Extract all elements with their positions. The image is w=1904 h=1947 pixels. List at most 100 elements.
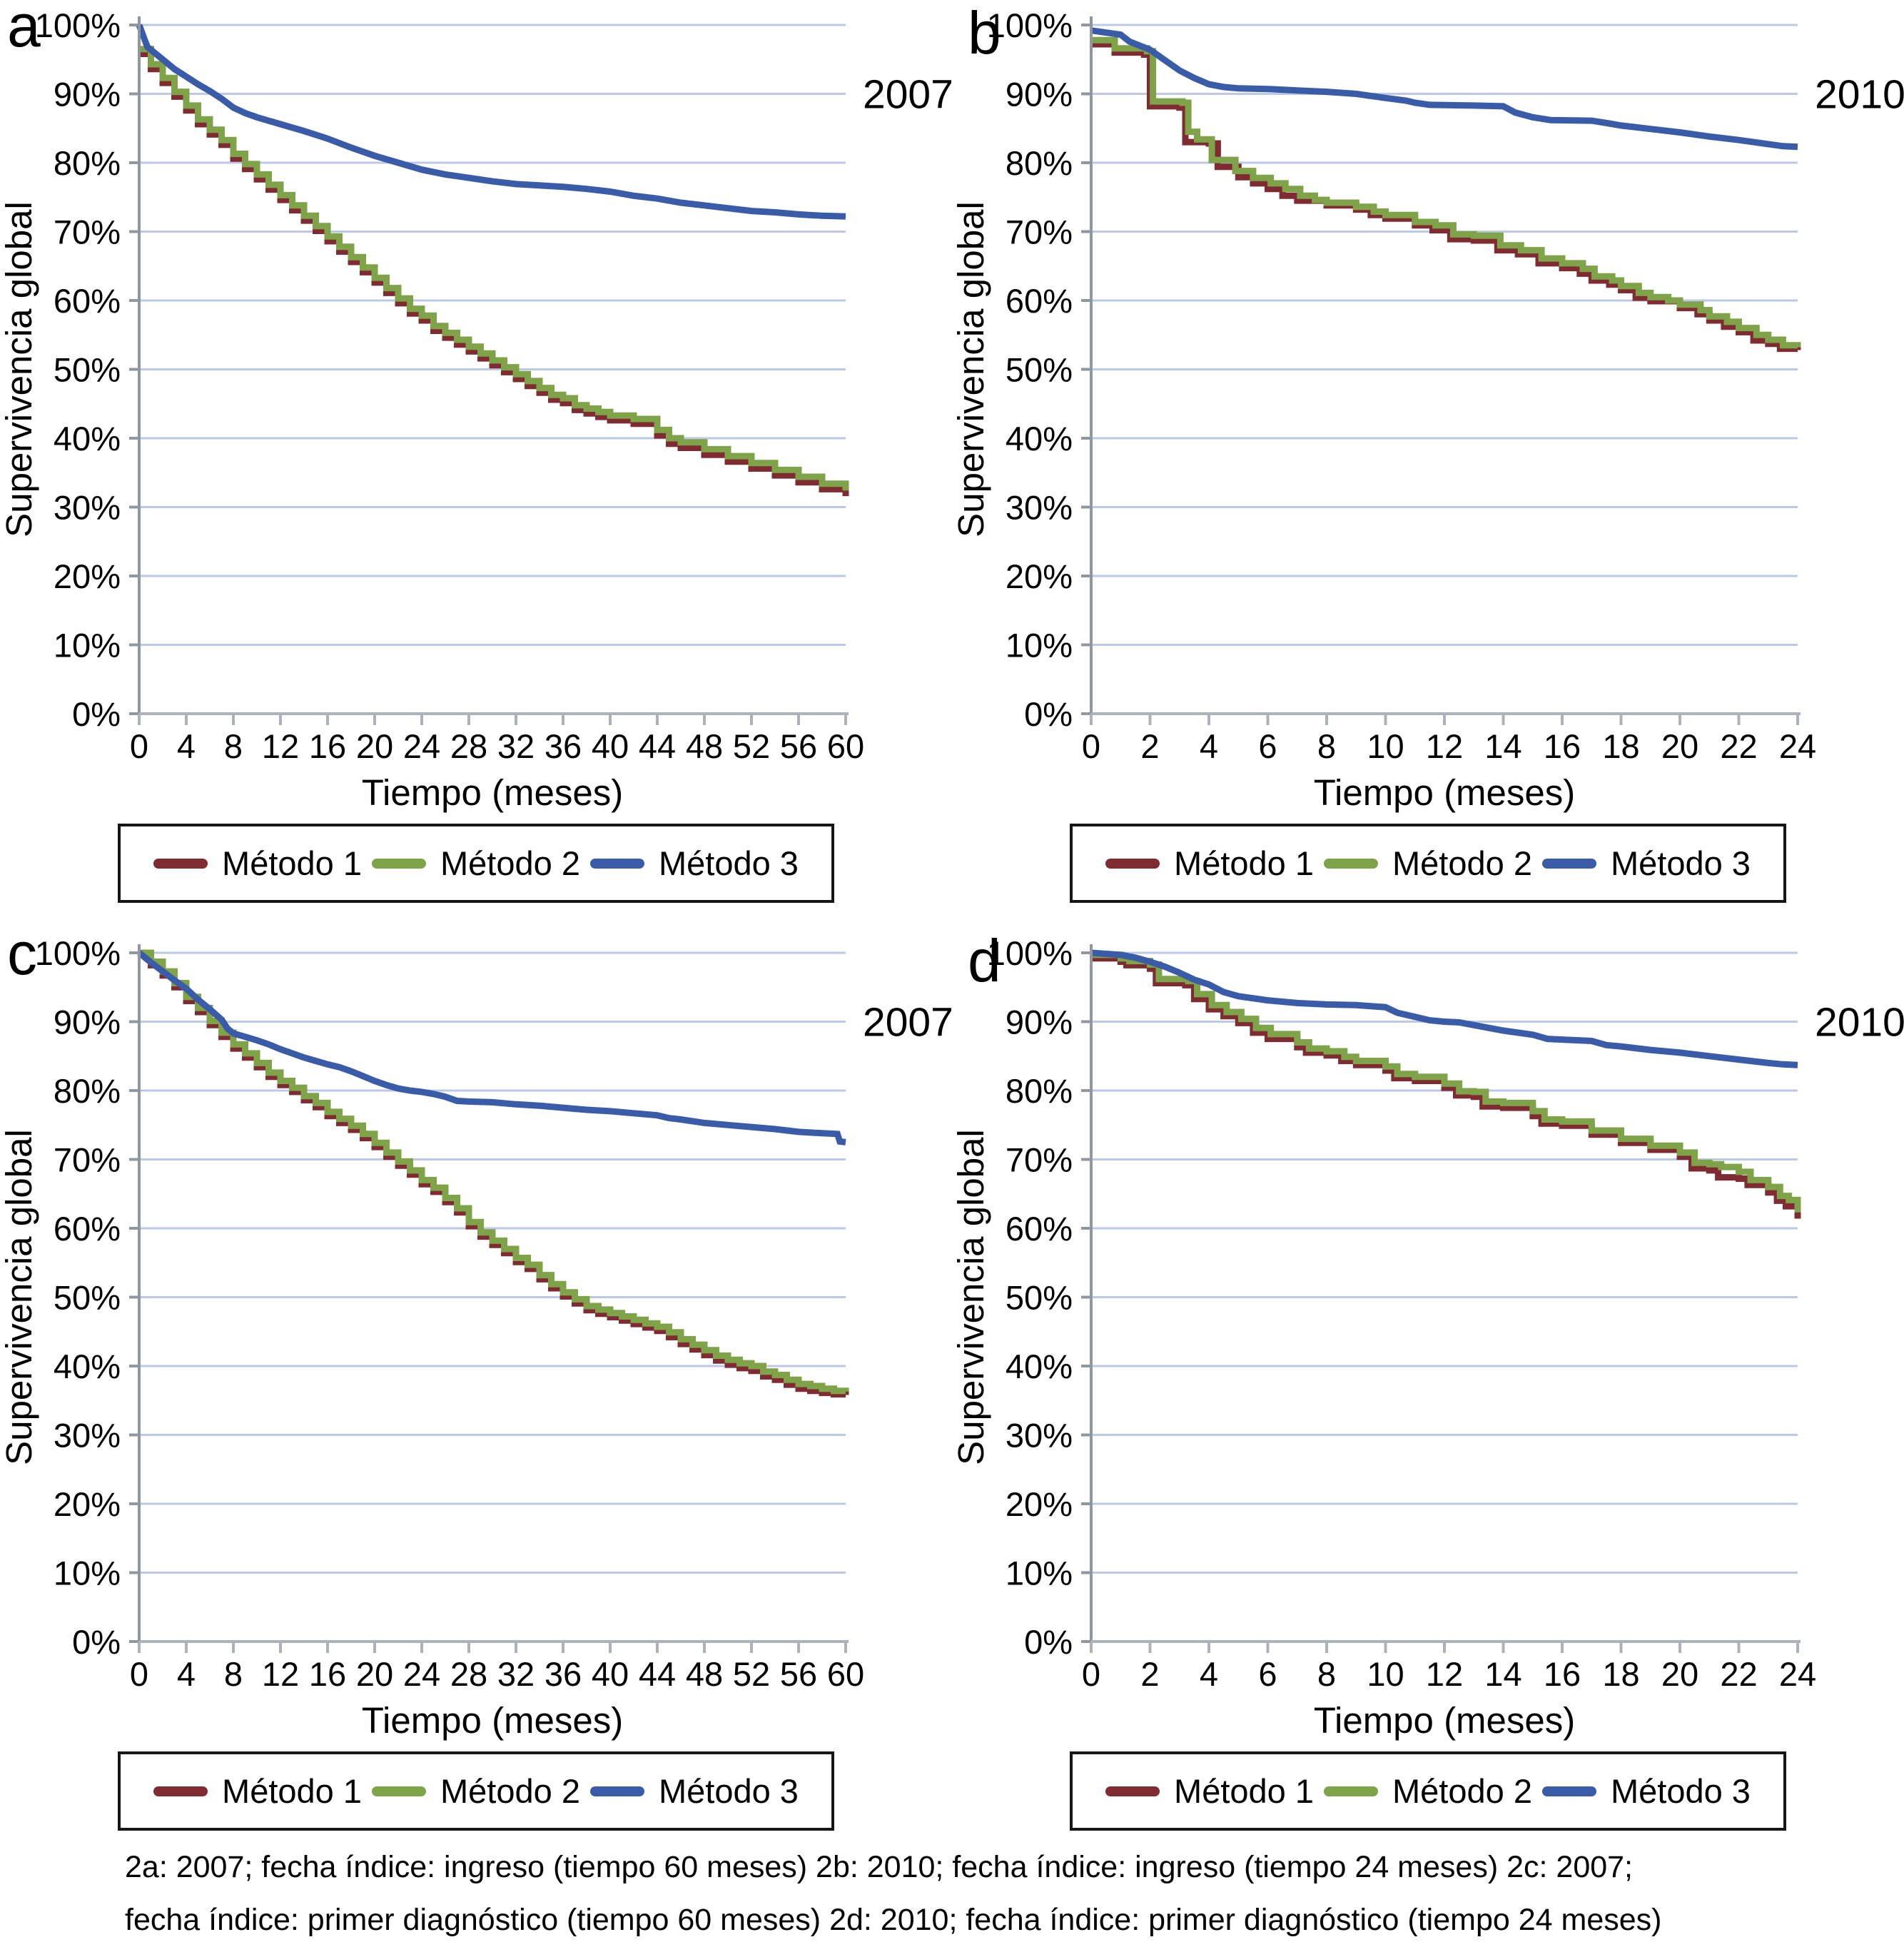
svg-text:24: 24 [1779,727,1816,765]
svg-text:4: 4 [1200,1655,1218,1693]
svg-text:24: 24 [403,1655,440,1693]
svg-text:60: 60 [827,1655,864,1693]
svg-text:0%: 0% [72,1623,121,1661]
svg-text:30%: 30% [54,489,121,527]
svg-text:8: 8 [224,1655,243,1693]
legend-a: Método 1 Método 2 Método 3 [118,824,834,903]
svg-text:Tiempo (meses): Tiempo (meses) [362,772,624,813]
svg-text:0%: 0% [1024,695,1073,733]
legend-swatch-icon [372,1786,427,1796]
svg-text:2007: 2007 [863,72,952,118]
legend-item: Método 1 [153,844,362,883]
svg-text:36: 36 [545,727,582,765]
svg-text:Supervivencia global: Supervivencia global [0,201,39,537]
svg-text:48: 48 [686,1655,723,1693]
svg-text:32: 32 [497,1655,535,1693]
legend-label: Método 2 [440,844,580,882]
svg-text:100%: 100% [35,934,121,972]
svg-text:60%: 60% [1006,1210,1073,1248]
legend-item: Método 3 [1541,1771,1751,1811]
svg-text:10%: 10% [54,1554,121,1592]
legend-label: Método 3 [658,1772,799,1810]
svg-text:10%: 10% [1006,1554,1073,1592]
svg-text:70%: 70% [54,213,121,251]
svg-text:16: 16 [1544,727,1581,765]
legend-label: Método 1 [222,1772,363,1810]
svg-text:90%: 90% [1006,76,1073,113]
svg-text:100%: 100% [987,934,1073,972]
svg-text:20: 20 [356,1655,393,1693]
legend-c: Método 1 Método 2 Método 3 [118,1751,834,1831]
figure-grid: a 100% 90% 80% 70% 60% 50% 40% 30% 20% 10% 0% 0 4 8 12… [0,0,1904,1831]
svg-text:0%: 0% [1024,1623,1073,1661]
svg-text:40%: 40% [54,1347,121,1385]
panel-c: c 100% 90% 80% 70% 60% 50% 40% 30% 20% 10% 0% 0 4 8 12… [0,924,952,1831]
svg-text:44: 44 [639,727,676,765]
svg-text:36: 36 [545,1655,582,1693]
svg-text:14: 14 [1484,1655,1521,1693]
legend-d: Método 1 Método 2 Método 3 [1070,1751,1786,1831]
legend-label: Método 2 [1392,844,1532,882]
svg-text:8: 8 [1317,727,1336,765]
panel-a-letter: a [7,0,41,59]
svg-text:12: 12 [262,727,299,765]
svg-text:0: 0 [130,727,148,765]
svg-text:48: 48 [686,727,723,765]
survival-chart-b: 100%90%80%70%60%50%40%30%20%10%0%0 2 4 6 8 10… [952,6,1904,813]
legend-label: Método 1 [1174,844,1315,882]
svg-text:16: 16 [309,1655,346,1693]
svg-text:20: 20 [1661,1655,1698,1693]
svg-text:20%: 20% [1006,557,1073,595]
svg-text:Supervivencia global: Supervivencia global [952,201,991,537]
svg-text:30%: 30% [1006,1417,1073,1455]
svg-text:60%: 60% [54,282,121,320]
legend-label: Método 1 [1174,1772,1315,1810]
svg-text:80%: 80% [54,144,121,182]
legend-swatch-icon [589,858,644,869]
legend-swatch-icon [1105,1786,1160,1796]
svg-text:24: 24 [1779,1655,1816,1693]
legend-label: Método 3 [1610,1772,1751,1810]
svg-text:32: 32 [497,727,535,765]
svg-text:80%: 80% [1006,1072,1073,1110]
svg-text:18: 18 [1602,727,1639,765]
legend-item: Método 1 [1105,1771,1314,1811]
panel-a: a 100% 90% 80% 70% 60% 50% 40% 30% 20% 10% 0% 0 4 8 12… [0,0,952,928]
svg-text:Tiempo (meses): Tiempo (meses) [1314,772,1576,813]
svg-text:6: 6 [1258,727,1277,765]
svg-text:52: 52 [733,727,770,765]
svg-text:10%: 10% [54,627,121,664]
panel-c-letter: c [7,920,37,987]
svg-text:70%: 70% [1006,213,1073,251]
svg-text:2010: 2010 [1815,1000,1904,1046]
svg-text:40%: 40% [1006,420,1073,457]
svg-text:24: 24 [403,727,440,765]
caption-line-2: fecha índice: primer diagnóstico (tiempo… [125,1902,1662,1937]
survival-chart-a: 100%90%80%70%60%50%40%30%20%10%0%0 4 8 12 16… [0,6,952,813]
svg-text:10%: 10% [1006,627,1073,664]
svg-text:40: 40 [592,727,629,765]
legend-item: Método 2 [1324,844,1532,883]
svg-text:50%: 50% [1006,351,1073,389]
svg-text:20%: 20% [54,557,121,595]
svg-text:52: 52 [733,1655,770,1693]
legend-swatch-icon [1105,858,1160,869]
svg-text:16: 16 [309,727,346,765]
svg-text:20: 20 [1661,727,1698,765]
svg-text:44: 44 [639,1655,676,1693]
svg-text:18: 18 [1602,1655,1639,1693]
legend-label: Método 2 [1392,1772,1532,1810]
svg-text:12: 12 [262,1655,299,1693]
svg-text:12: 12 [1426,727,1463,765]
svg-text:16: 16 [1544,1655,1581,1693]
svg-text:40: 40 [592,1655,629,1693]
legend-swatch-icon [1324,858,1379,869]
svg-text:28: 28 [450,727,487,765]
svg-text:0: 0 [130,1655,148,1693]
svg-text:14: 14 [1484,727,1521,765]
survival-chart-d: 100%90%80%70%60%50%40%30%20%10%0%0 2 4 6 8 10… [952,934,1904,1741]
svg-text:22: 22 [1720,727,1757,765]
caption-line-1: 2a: 2007; fecha índice: ingreso (tiempo … [125,1850,1634,1884]
svg-text:2007: 2007 [863,1000,952,1046]
svg-text:90%: 90% [1006,1003,1073,1041]
